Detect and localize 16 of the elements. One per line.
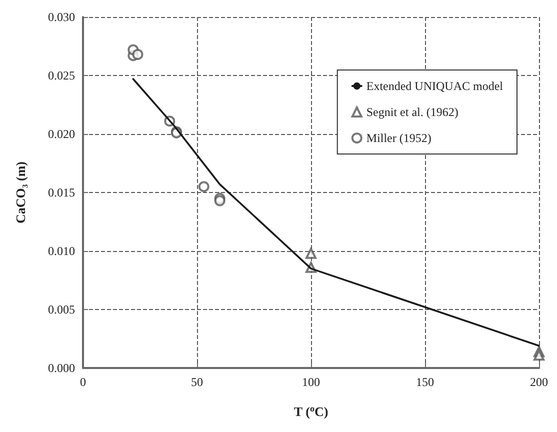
x-tick-label: 200: [530, 375, 548, 389]
y-tick-label: 0.020: [48, 127, 75, 141]
x-tick-label: 150: [416, 375, 434, 389]
legend-label: Miller (1952): [366, 131, 432, 145]
legend-label: Extended UNIQUAC model: [366, 79, 504, 93]
x-tick-label: 100: [302, 375, 320, 389]
y-tick-label: 0.010: [48, 244, 75, 258]
y-axis-title: CaCO₃ (m): [13, 161, 28, 224]
y-tick-label: 0.005: [48, 302, 75, 316]
legend-label: Segnit et al. (1962): [366, 105, 458, 119]
x-tick-label: 0: [80, 375, 86, 389]
y-tick-label: 0.000: [48, 361, 75, 375]
y-tick-label: 0.030: [48, 10, 75, 24]
y-tick-label: 0.015: [48, 186, 75, 200]
x-tick-label: 50: [191, 375, 203, 389]
y-tick-label: 0.025: [48, 68, 75, 82]
